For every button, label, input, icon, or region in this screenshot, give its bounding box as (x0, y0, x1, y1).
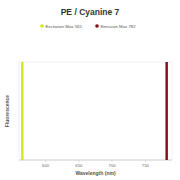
x-tick-label: 650 (75, 163, 83, 168)
x-tick-label: 750 (142, 163, 150, 168)
peak-bar (165, 62, 167, 160)
chart-container: PE / Cyanine 7 Excitation Max 565 Emission… (0, 0, 180, 180)
legend-label: Excitation Max 565 (46, 24, 83, 29)
x-axis-label: Wavelength (nm) (75, 170, 115, 176)
legend-swatch (40, 24, 44, 28)
marks (21, 62, 168, 160)
title: PE / Cyanine 7 (61, 7, 120, 17)
x-tick-label: 700 (109, 163, 117, 168)
legend-entry: Excitation Max 565 (40, 24, 82, 29)
legend-swatch (95, 24, 99, 28)
peak-bar (21, 62, 23, 160)
y-axis-label: Fluorescence (4, 95, 10, 127)
chart: PE / Cyanine 7 Excitation Max 565 Emission… (0, 0, 180, 180)
legend-entry: Emission Max 782 (95, 24, 136, 29)
x-axis (19, 160, 172, 161)
plot-frame (19, 62, 172, 160)
legend-label: Emission Max 782 (101, 24, 137, 29)
x-tick-label: 600 (42, 163, 50, 168)
